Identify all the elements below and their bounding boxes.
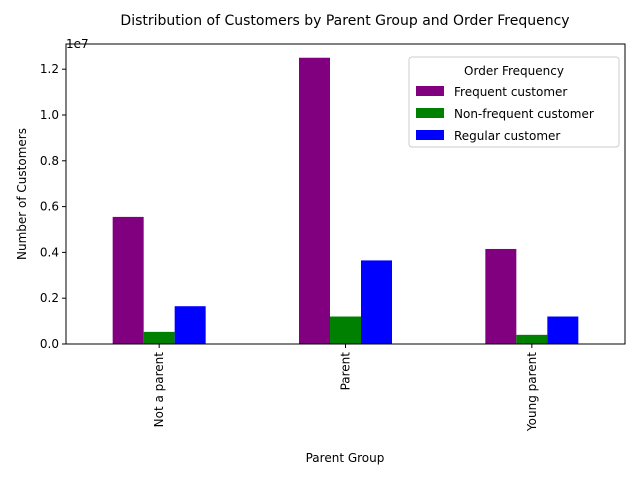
bar-2-1 — [143, 331, 175, 344]
bar-1-2 — [299, 57, 330, 345]
bar-3-1 — [174, 306, 206, 344]
bars-group — [112, 57, 579, 345]
legend-swatch-2 — [416, 108, 444, 118]
bar-3-2 — [361, 260, 392, 344]
bar-2-3 — [516, 334, 548, 344]
y-tick-label: 0.2 — [40, 291, 59, 305]
legend-label-2: Non-frequent customer — [454, 107, 594, 121]
bar-1-1 — [112, 216, 144, 344]
y-tick-label: 0.0 — [40, 337, 59, 351]
x-tick-label: Not a parent — [152, 352, 166, 428]
legend-label-1: Frequent customer — [454, 85, 567, 99]
y-ticks-group: 0.0 0.2 0.4 0.6 0.8 1.0 1.2 — [40, 62, 66, 351]
y-tick-label: 0.4 — [40, 245, 59, 259]
legend: Order Frequency Frequent customer Non-freq… — [408, 56, 620, 148]
bar-1-3 — [485, 248, 517, 344]
legend-box — [408, 56, 620, 148]
plot-frame — [65, 43, 626, 345]
x-axis-label: Parent Group — [306, 451, 385, 465]
legend-label-3: Regular customer — [454, 129, 560, 143]
y-tick-label: 1.0 — [40, 108, 59, 122]
legend-title: Order Frequency — [464, 64, 564, 78]
y-axis-label: Number of Customers — [15, 128, 29, 260]
bar-3-3 — [547, 316, 579, 344]
x-ticks-group: Not a parent Parent Young parent — [152, 344, 539, 432]
x-tick-label: Young parent — [525, 352, 539, 432]
chart-title: Distribution of Customers by Parent Grou… — [120, 13, 569, 29]
x-tick-label: Parent — [339, 352, 353, 391]
bar-2-2 — [330, 316, 361, 344]
y-tick-label: 0.6 — [40, 200, 59, 214]
legend-swatch-3 — [416, 130, 444, 140]
legend-swatch-1 — [416, 86, 444, 96]
y-tick-label: 1.2 — [40, 62, 59, 76]
y-tick-label: 0.8 — [40, 154, 59, 168]
